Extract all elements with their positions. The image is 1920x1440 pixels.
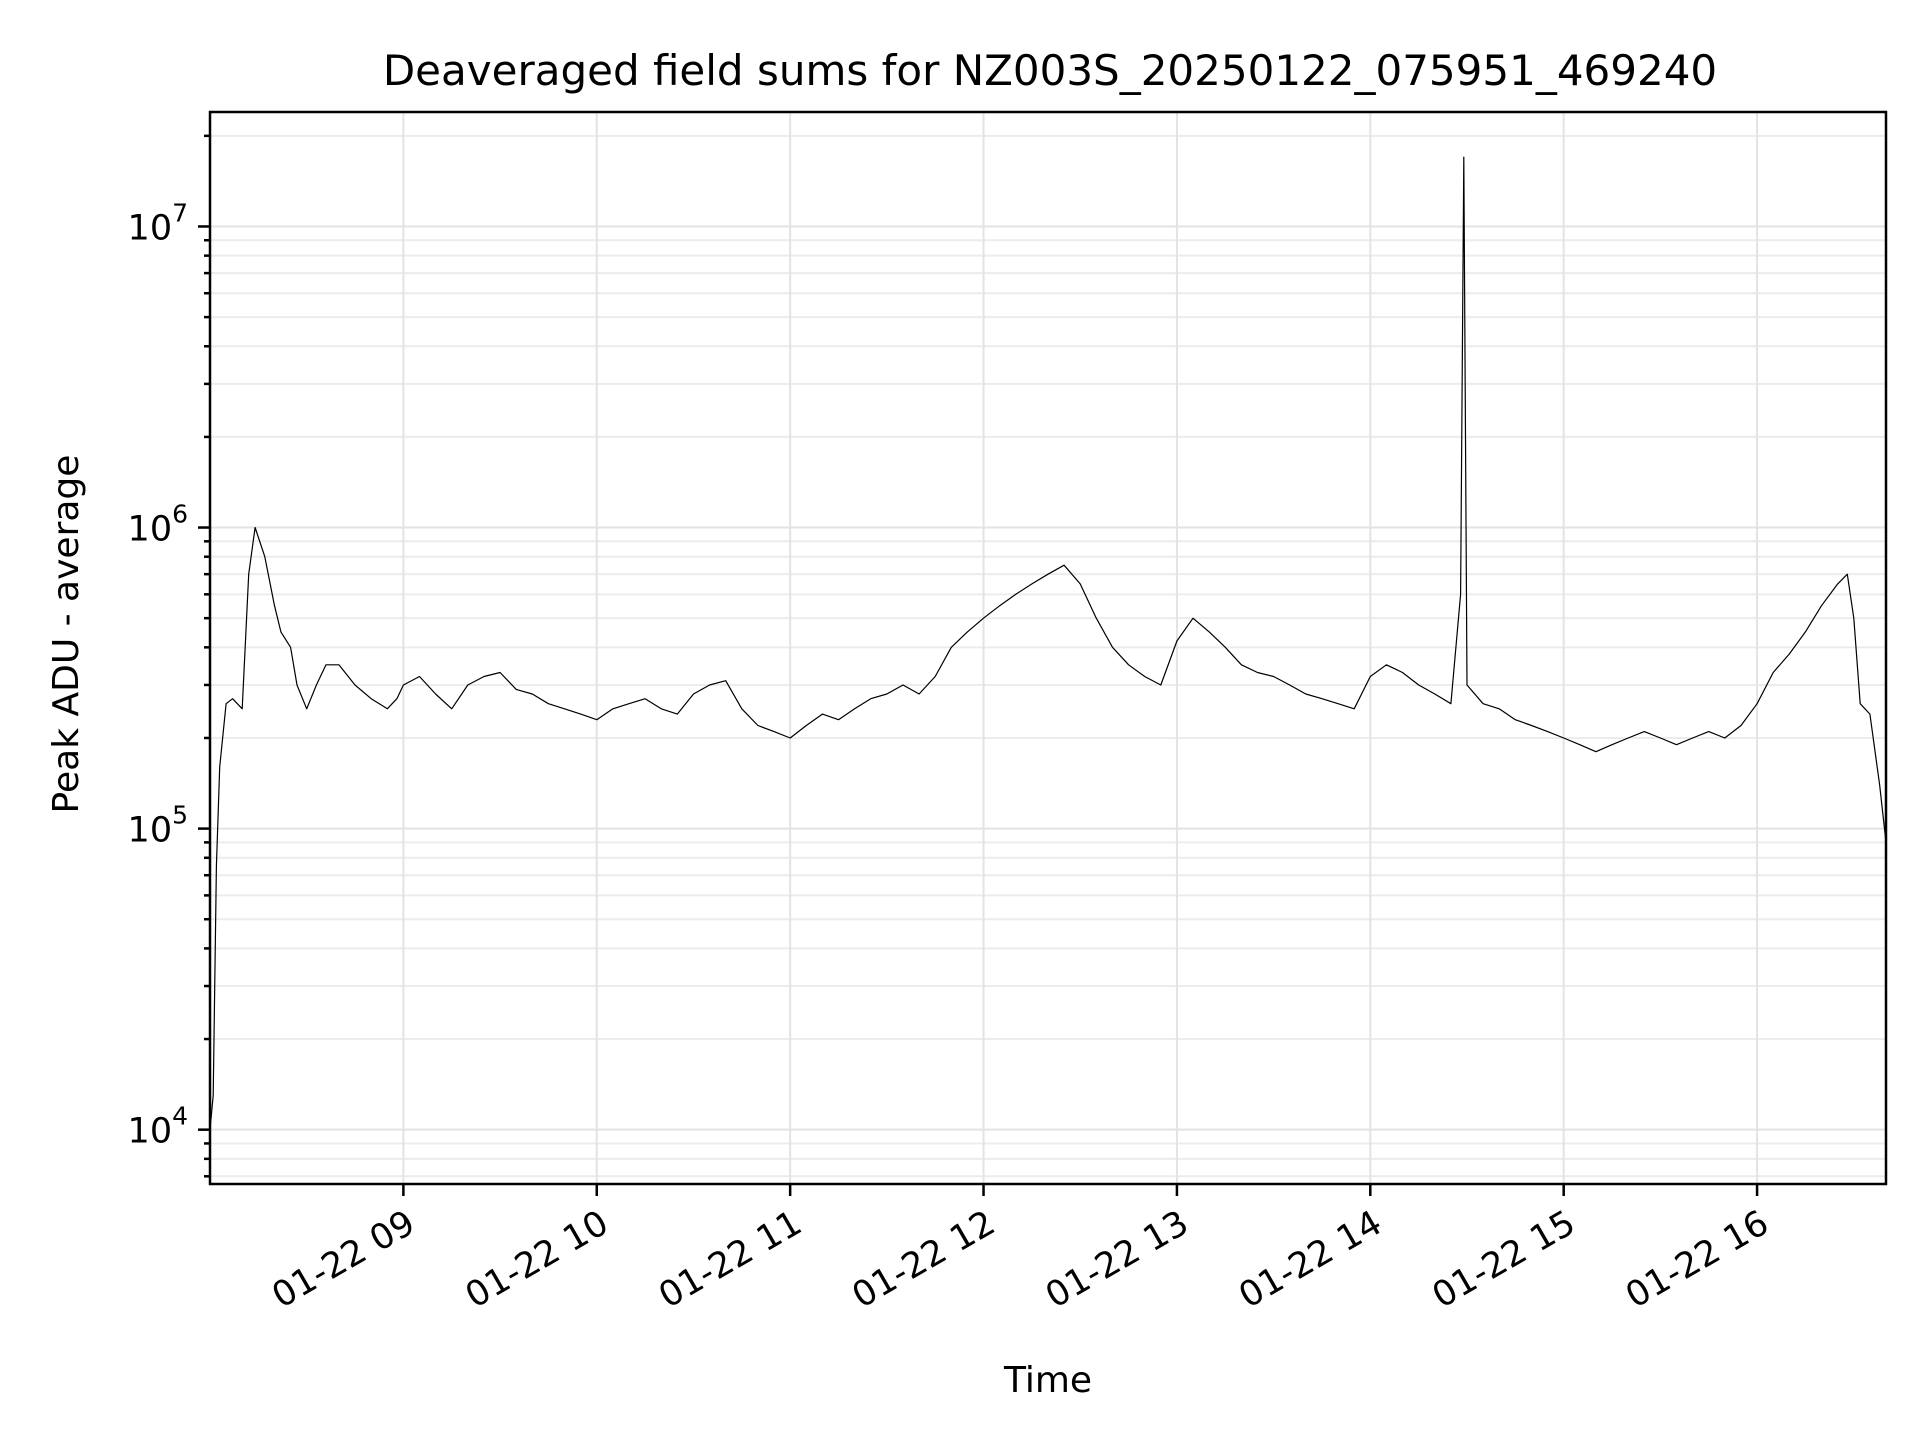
y-axis-label: Peak ADU - average [46, 455, 87, 814]
y-tick-label: 107 [128, 198, 188, 248]
series-line [209, 156, 1887, 1130]
y-tick-base: 10 [128, 510, 173, 550]
y-tick-base: 10 [128, 811, 173, 851]
y-tick-label: 105 [128, 801, 188, 851]
y-tick-base: 10 [128, 208, 173, 248]
y-tick-exponent: 4 [172, 1102, 188, 1131]
y-tick-base: 10 [128, 1112, 173, 1152]
y-tick-exponent: 6 [172, 500, 188, 529]
y-tick-label: 106 [128, 500, 188, 550]
y-tick-exponent: 5 [172, 801, 188, 830]
axis-ticks [198, 134, 1759, 1196]
y-tick-label: 104 [128, 1102, 188, 1152]
y-tick-exponent: 7 [172, 198, 188, 227]
grid-lines [210, 112, 1886, 1184]
x-axis-label: Time [1003, 1360, 1092, 1401]
chart-title: Deaveraged field sums for NZ003S_2025012… [383, 46, 1717, 95]
